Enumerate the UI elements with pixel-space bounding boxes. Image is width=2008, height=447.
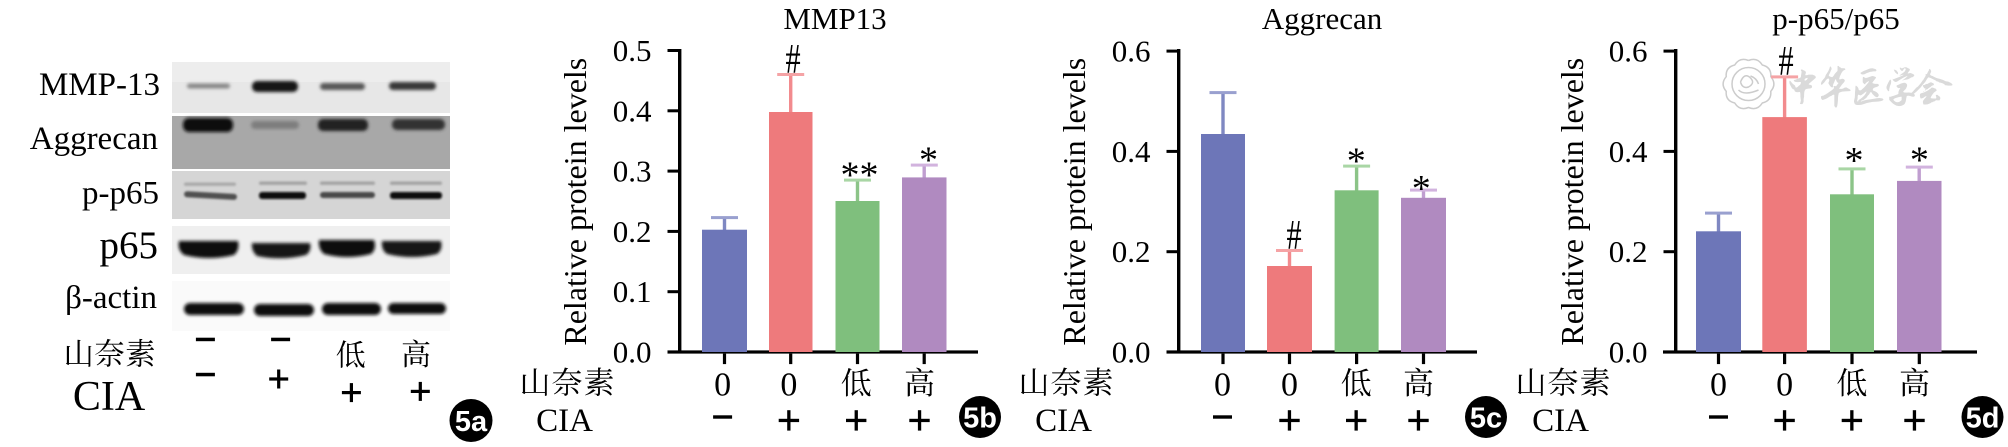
svg-text:β-actin: β-actin	[65, 280, 157, 316]
svg-text:p-p65/p65: p-p65/p65	[1772, 1, 1899, 36]
svg-text:p-p65: p-p65	[82, 176, 159, 212]
svg-text:**: **	[841, 154, 879, 196]
svg-text:5c: 5c	[1470, 403, 1502, 435]
svg-text:CIA: CIA	[536, 403, 593, 439]
svg-text:*: *	[1347, 141, 1366, 183]
svg-text:CIA: CIA	[1035, 403, 1092, 439]
svg-text:0: 0	[714, 367, 731, 404]
svg-text:0: 0	[780, 367, 797, 404]
svg-text:5d: 5d	[1966, 403, 2000, 435]
svg-text:MMP13: MMP13	[783, 1, 886, 36]
svg-text:Relative protein levels: Relative protein levels	[557, 58, 593, 346]
svg-text:0: 0	[1710, 367, 1727, 404]
svg-text:#: #	[1778, 37, 1793, 84]
svg-text:5a: 5a	[455, 406, 488, 438]
svg-text:0.2: 0.2	[1609, 234, 1648, 269]
svg-text:0.0: 0.0	[613, 335, 652, 370]
svg-text:Relative protein levels: Relative protein levels	[1554, 58, 1590, 346]
svg-text:0.1: 0.1	[613, 274, 652, 309]
svg-text:0.4: 0.4	[1112, 134, 1151, 169]
svg-text:0.2: 0.2	[1112, 234, 1151, 269]
svg-text:*: *	[1412, 168, 1431, 210]
svg-text:0.4: 0.4	[1609, 134, 1648, 169]
svg-text:0.2: 0.2	[613, 214, 652, 249]
svg-text:0.0: 0.0	[1609, 335, 1648, 370]
svg-text:0.6: 0.6	[1112, 34, 1151, 69]
svg-text:Relative protein levels: Relative protein levels	[1056, 58, 1092, 346]
svg-text:*: *	[1845, 140, 1864, 182]
svg-text:#: #	[785, 35, 800, 82]
svg-text:0.0: 0.0	[1112, 335, 1151, 370]
svg-text:Aggrecan: Aggrecan	[1262, 1, 1383, 36]
svg-text:CIA: CIA	[73, 374, 146, 420]
svg-text:*: *	[919, 140, 938, 182]
svg-text:CIA: CIA	[1532, 403, 1589, 439]
svg-text:0: 0	[1776, 367, 1793, 404]
svg-text:0.6: 0.6	[1609, 34, 1648, 69]
svg-text:p65: p65	[100, 224, 159, 267]
svg-text:Aggrecan: Aggrecan	[30, 121, 158, 157]
svg-text:0.5: 0.5	[613, 33, 652, 68]
svg-text:#: #	[1286, 211, 1301, 258]
svg-text:*: *	[1910, 140, 1929, 182]
svg-text:5b: 5b	[963, 403, 997, 435]
svg-text:MMP-13: MMP-13	[39, 67, 160, 103]
svg-text:0.3: 0.3	[613, 154, 652, 189]
svg-text:0: 0	[1281, 367, 1298, 404]
svg-text:0: 0	[1214, 367, 1231, 404]
svg-text:0.4: 0.4	[613, 93, 652, 128]
